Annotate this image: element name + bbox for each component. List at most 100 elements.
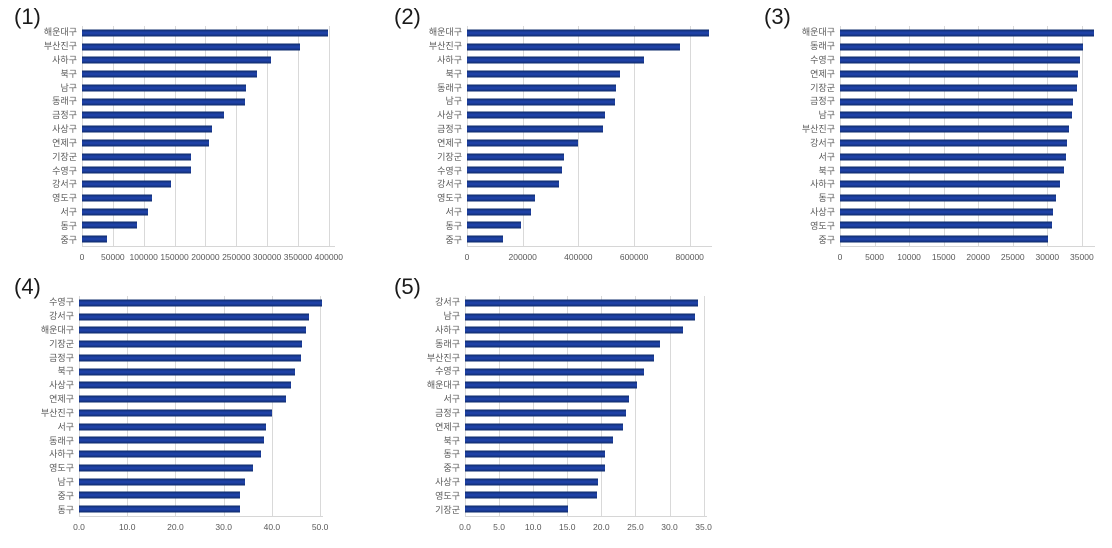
- category-label: 남구: [445, 96, 462, 107]
- bar-기장군: [465, 505, 568, 513]
- bar-남구: [465, 313, 695, 321]
- plot-area: [840, 26, 1095, 247]
- category-label: 부산진구: [801, 124, 835, 135]
- category-label: 남구: [443, 311, 460, 322]
- bar-row: [465, 324, 707, 338]
- gridline: [465, 296, 466, 516]
- bar-row: [82, 164, 335, 178]
- bar-영도구: [79, 464, 253, 472]
- bar-연제구: [840, 70, 1078, 78]
- bar-row: [465, 379, 707, 393]
- bar-row: [467, 205, 712, 219]
- bar-rows: [465, 296, 707, 516]
- bar-부산진구: [82, 43, 300, 51]
- category-label: 금정구: [437, 124, 462, 135]
- bar-해운대구: [79, 326, 306, 334]
- bar-row: [465, 406, 707, 420]
- bar-중구: [467, 235, 503, 243]
- bar-row: [82, 95, 335, 109]
- bar-row: [82, 109, 335, 123]
- bar-row: [79, 324, 323, 338]
- plot-area: [467, 26, 712, 247]
- bar-강서구: [467, 180, 559, 188]
- category-label: 중구: [443, 463, 460, 474]
- category-label: 해운대구: [426, 380, 460, 391]
- gridline: [601, 296, 603, 516]
- bar-수영구: [467, 166, 562, 174]
- bar-row: [79, 489, 323, 503]
- bar-row: [840, 40, 1095, 54]
- bar-동래구: [467, 84, 616, 92]
- category-label: 동구: [445, 220, 462, 231]
- bar-영도구: [840, 221, 1053, 229]
- bar-남구: [79, 478, 246, 486]
- gridline: [127, 296, 129, 516]
- tick-label: 100000: [129, 252, 158, 262]
- bar-rows: [467, 26, 712, 246]
- category-label: 영도구: [49, 463, 74, 474]
- tick-label: 0.0: [459, 522, 471, 532]
- gridline: [522, 26, 524, 246]
- tick-label: 250000: [222, 252, 251, 262]
- category-label: 영도구: [437, 193, 462, 204]
- tick-label: 300000: [252, 252, 282, 262]
- category-label: 서구: [818, 151, 835, 162]
- bar-부산진구: [465, 354, 654, 362]
- tick-label: 35.0: [695, 522, 712, 532]
- category-label: 사하구: [435, 325, 460, 336]
- bar-row: [465, 310, 707, 324]
- chart-3-plot: 해운대구 동래구 수영구 연제구 기장군 금정구 남구 부산진구 강서구 서구 북구 사하구 동구 사상구…: [764, 20, 1095, 268]
- bar-row: [467, 109, 712, 123]
- gridline: [499, 296, 501, 516]
- gridline: [943, 26, 945, 246]
- chart-1-plot: 해운대구 부산진구 사하구 북구 남구 동래구 금정구 사상구 연제구 기장군 수영구 강서구 영도구 서…: [14, 20, 343, 268]
- bar-row: [840, 81, 1095, 95]
- bar-row: [82, 205, 335, 219]
- bar-row: [840, 164, 1095, 178]
- bar-rows: [79, 296, 323, 516]
- bar-row: [840, 26, 1095, 40]
- bar-row: [79, 379, 323, 393]
- bar-금정구: [79, 354, 301, 362]
- category-label: 수영구: [810, 55, 835, 66]
- gridline: [112, 26, 114, 246]
- bar-동래구: [840, 43, 1083, 51]
- bar-연제구: [465, 423, 624, 431]
- bar-수영구: [79, 299, 322, 307]
- bar-row: [82, 54, 335, 68]
- tick-label: 15.0: [558, 522, 576, 532]
- tick-label: 25.0: [627, 522, 644, 532]
- tick-label: 150000: [160, 252, 189, 262]
- category-label: 동래구: [437, 82, 462, 93]
- category-labels: 강서구 남구 사하구 동래구 부산진구 수영구 해운대구 서구 금정구 연제구 북구 동구 중구 사상구 영…: [394, 296, 465, 517]
- bar-서구: [82, 208, 149, 216]
- bar-해운대구: [840, 29, 1095, 37]
- bar-row: [467, 219, 712, 233]
- gridline: [467, 26, 468, 246]
- category-label: 수영구: [52, 165, 77, 176]
- bar-row: [82, 219, 335, 233]
- bar-해운대구: [467, 29, 709, 37]
- bar-사상구: [82, 125, 213, 133]
- tick-label: 50.0: [311, 522, 329, 532]
- bar-부산진구: [840, 125, 1070, 133]
- gridline: [143, 26, 145, 246]
- bar-row: [79, 365, 323, 379]
- bar-row: [840, 191, 1095, 205]
- chart-4-panel-label: (4): [14, 274, 41, 299]
- bar-사상구: [465, 478, 598, 486]
- gridline: [669, 296, 671, 516]
- category-label: 북구: [57, 366, 74, 377]
- category-label: 수영구: [435, 366, 460, 377]
- category-labels: 수영구 강서구 해운대구 기장군 금정구 북구 사상구 연제구 부산진구 서구 동래구 사하구 영도구 남…: [14, 296, 79, 517]
- bar-해운대구: [465, 381, 638, 389]
- bar-row: [79, 351, 323, 365]
- bar-row: [465, 434, 707, 448]
- tick-label: 0: [837, 252, 843, 262]
- chart-2: (2) 해운대구 부산진구 사하구 북구 동래구 남구 사상구 금정구 연제구 기장군 수영구 강서구…: [394, 4, 712, 268]
- category-label: 남구: [57, 476, 74, 487]
- tick-label: 200000: [191, 252, 220, 262]
- gridline: [703, 296, 705, 516]
- category-label: 기장군: [435, 504, 460, 515]
- bar-수영구: [465, 368, 645, 376]
